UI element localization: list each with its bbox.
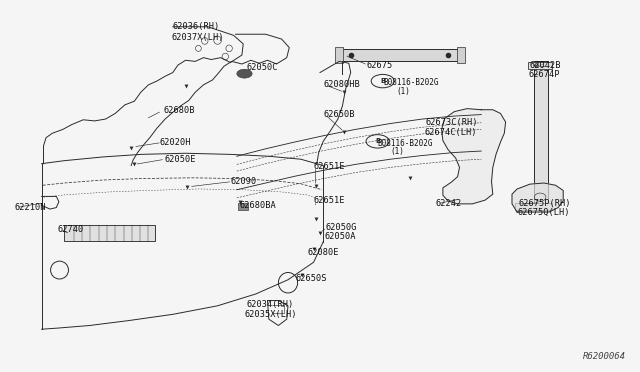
Text: 62050A: 62050A bbox=[324, 232, 356, 241]
Text: 62675: 62675 bbox=[366, 61, 392, 70]
Text: B: B bbox=[375, 138, 380, 144]
Text: 62210N: 62210N bbox=[14, 203, 45, 212]
Text: B08116-B202G: B08116-B202G bbox=[378, 139, 433, 148]
Text: 62650S: 62650S bbox=[296, 274, 327, 283]
Bar bbox=[238, 203, 248, 210]
Text: 62675Q(LH): 62675Q(LH) bbox=[517, 208, 570, 217]
Polygon shape bbox=[512, 183, 563, 212]
Text: (1): (1) bbox=[397, 87, 411, 96]
Text: 62673C(RH): 62673C(RH) bbox=[426, 118, 478, 127]
Circle shape bbox=[237, 69, 252, 78]
Text: 62037X(LH): 62037X(LH) bbox=[172, 33, 224, 42]
Text: 62680BA: 62680BA bbox=[240, 201, 276, 210]
Text: 62036(RH): 62036(RH) bbox=[173, 22, 220, 31]
Text: 62740: 62740 bbox=[58, 225, 84, 234]
Text: 62080E: 62080E bbox=[307, 248, 339, 257]
Bar bbox=[515, 203, 552, 210]
Text: (1): (1) bbox=[390, 147, 404, 156]
Text: 62650B: 62650B bbox=[323, 110, 355, 119]
Bar bbox=[534, 61, 548, 208]
Polygon shape bbox=[442, 109, 506, 204]
Text: 62680B: 62680B bbox=[163, 106, 195, 115]
Text: 62242: 62242 bbox=[435, 199, 461, 208]
Text: 62080HB: 62080HB bbox=[323, 80, 360, 89]
Text: R6200064: R6200064 bbox=[583, 352, 626, 361]
Text: 62674C(LH): 62674C(LH) bbox=[424, 128, 477, 137]
Text: 62050G: 62050G bbox=[325, 223, 356, 232]
Bar bbox=[457, 47, 465, 63]
Bar bbox=[335, 47, 343, 63]
Text: 62090: 62090 bbox=[230, 177, 257, 186]
Text: B08116-B202G: B08116-B202G bbox=[383, 78, 439, 87]
Text: 62674P: 62674P bbox=[529, 70, 560, 79]
Text: 62651E: 62651E bbox=[314, 162, 345, 171]
Text: 62035X(LH): 62035X(LH) bbox=[244, 310, 297, 319]
Text: 62651E: 62651E bbox=[314, 196, 345, 205]
Text: 62675P(RH): 62675P(RH) bbox=[518, 199, 571, 208]
Text: 62034(RH): 62034(RH) bbox=[246, 300, 294, 309]
Text: 62050C: 62050C bbox=[246, 63, 278, 72]
Text: 62042B: 62042B bbox=[530, 61, 561, 70]
Bar bbox=[528, 62, 552, 69]
Text: 62050E: 62050E bbox=[164, 155, 196, 164]
Bar bbox=[64, 225, 155, 241]
Text: B: B bbox=[380, 78, 385, 84]
Bar bbox=[339, 49, 461, 61]
Text: 62020H: 62020H bbox=[160, 138, 191, 147]
